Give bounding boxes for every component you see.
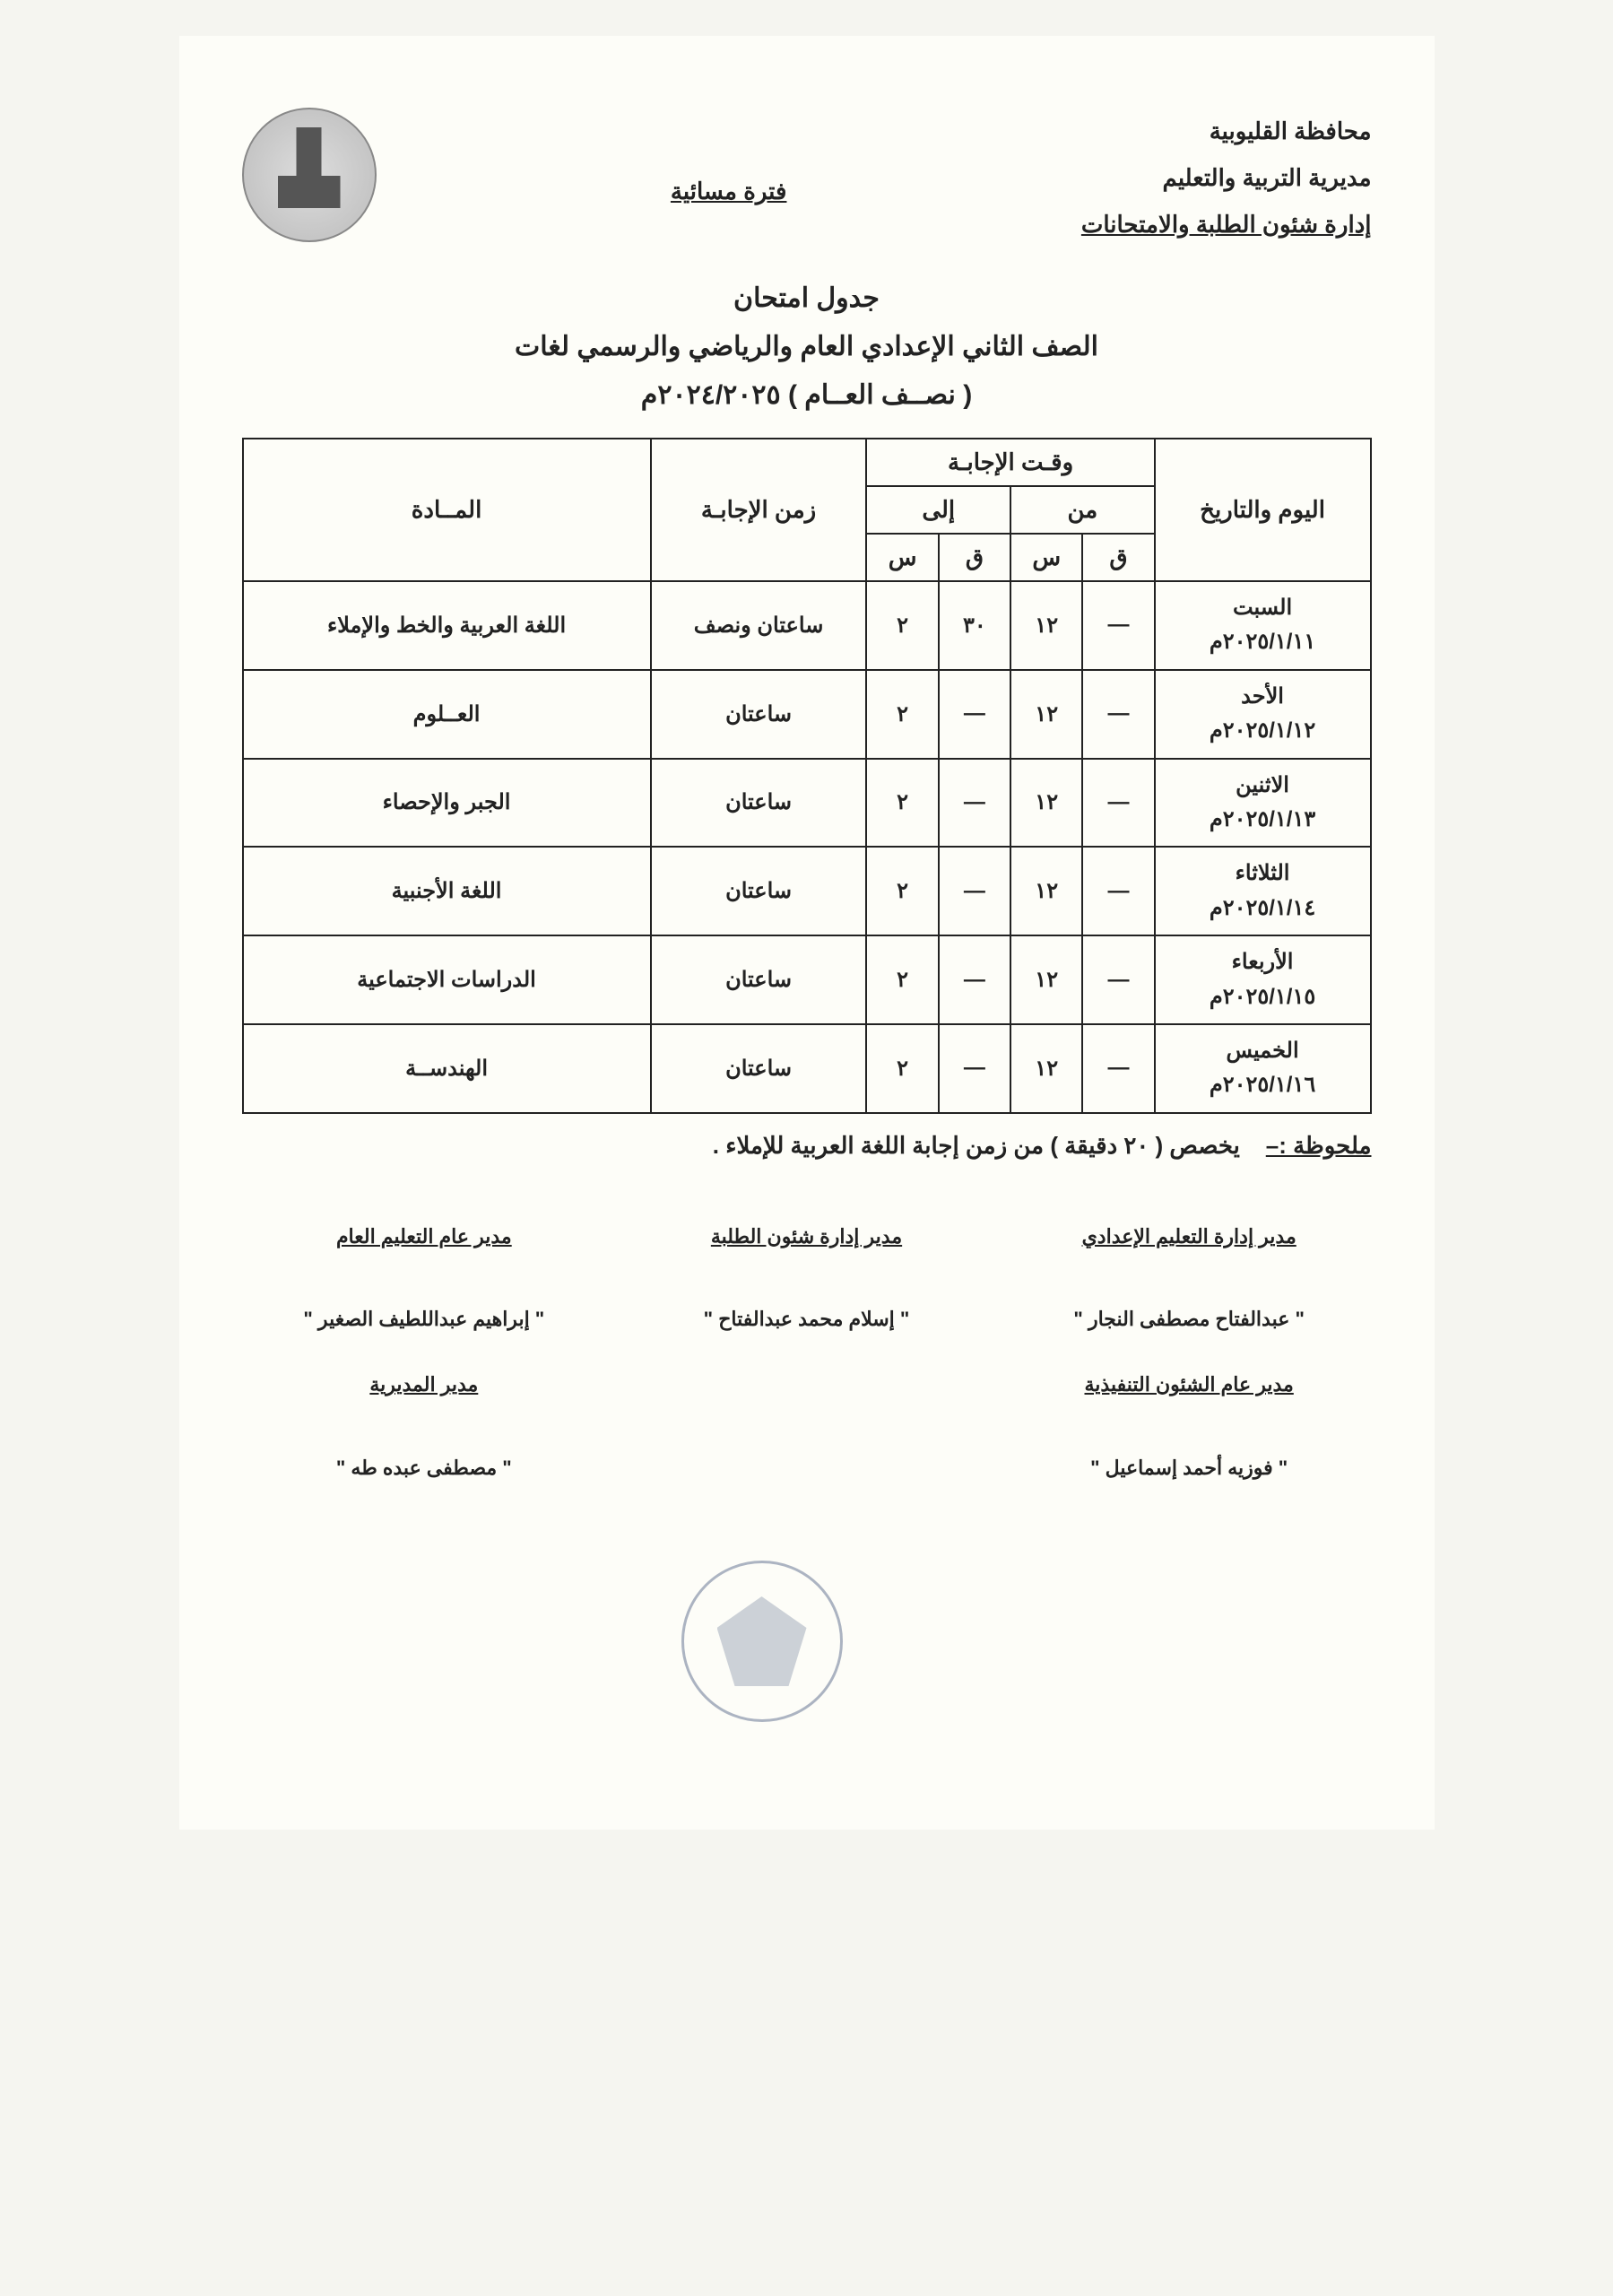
exam-table-body: السبت٢٠٢٥/١/١١م—١٢٣٠٢ساعتان ونصفاللغة ال…	[243, 581, 1371, 1113]
sig-name: " إبراهيم عبداللطيف الصغير "	[241, 1296, 606, 1344]
table-row: الاثنين٢٠٢٥/١/١٣م—١٢—٢ساعتانالجبر والإحص…	[243, 759, 1371, 848]
cell-duration: ساعتان	[651, 847, 867, 935]
title-line-3: ( نصــف العــام ) ٢٠٢٤/٢٠٢٥م	[242, 371, 1372, 420]
table-row: السبت٢٠٢٥/١/١١م—١٢٣٠٢ساعتان ونصفاللغة ال…	[243, 581, 1371, 670]
cell-from-s: ١٢	[1010, 581, 1082, 670]
th-from: من	[1010, 486, 1155, 534]
org-logo	[242, 108, 377, 242]
cell-to-s: ٢	[866, 759, 938, 848]
cell-subject: الجبر والإحصاء	[243, 759, 651, 848]
sig-name: " فوزيه أحمد إسماعيل "	[1007, 1445, 1372, 1492]
sig-name: " إسلام محمد عبدالفتاح "	[624, 1296, 989, 1344]
cell-from-q: —	[1082, 1024, 1154, 1113]
th-from-q: ق	[1082, 534, 1154, 581]
cell-to-s: ٢	[866, 581, 938, 670]
official-stamp	[681, 1561, 843, 1722]
cell-to-q: ٣٠	[939, 581, 1010, 670]
cell-to-s: ٢	[866, 1024, 938, 1113]
note-label: ملحوظة :–	[1266, 1132, 1372, 1159]
cell-date: الأحد٢٠٢٥/١/١٢م	[1155, 670, 1371, 759]
cell-duration: ساعتان	[651, 1024, 867, 1113]
cell-from-s: ١٢	[1010, 847, 1082, 935]
title-line-1: جدول امتحان	[242, 274, 1372, 323]
cell-duration: ساعتان	[651, 759, 867, 848]
governorate: محافظة القليوبية	[1081, 108, 1372, 154]
cell-duration: ساعتان ونصف	[651, 581, 867, 670]
th-duration: زمن الإجابـة	[651, 439, 867, 581]
note-row: ملحوظة :– يخصص ( ٢٠ دقيقة ) من زمن إجابة…	[242, 1132, 1372, 1160]
cell-subject: العــلوم	[243, 670, 651, 759]
cell-to-q: —	[939, 1024, 1010, 1113]
table-row: الأحد٢٠٢٥/١/١٢م—١٢—٢ساعتانالعــلوم	[243, 670, 1371, 759]
cell-to-q: —	[939, 847, 1010, 935]
cell-from-q: —	[1082, 581, 1154, 670]
th-subject: المــادة	[243, 439, 651, 581]
cell-from-q: —	[1082, 670, 1154, 759]
org-header: محافظة القليوبية مديرية التربية والتعليم…	[1081, 108, 1372, 248]
cell-from-s: ١٢	[1010, 935, 1082, 1024]
th-to-s: س	[866, 534, 938, 581]
cell-to-s: ٢	[866, 935, 938, 1024]
exam-schedule-table: اليوم والتاريخ وقـت الإجابـة زمن الإجابـ…	[242, 438, 1372, 1114]
department: إدارة شئون الطلبة والامتحانات	[1081, 201, 1372, 248]
cell-from-q: —	[1082, 935, 1154, 1024]
cell-to-q: —	[939, 759, 1010, 848]
cell-subject: الهندســة	[243, 1024, 651, 1113]
cell-date: الخميس٢٠٢٥/١/١٦م	[1155, 1024, 1371, 1113]
document-page: محافظة القليوبية مديرية التربية والتعليم…	[179, 36, 1435, 1830]
cell-date: الثلاثاء٢٠٢٥/١/١٤م	[1155, 847, 1371, 935]
sig-role: مدير إدارة التعليم الإعدادي	[1007, 1213, 1372, 1261]
th-to-q: ق	[939, 534, 1010, 581]
cell-subject: الدراسات الاجتماعية	[243, 935, 651, 1024]
header-row: محافظة القليوبية مديرية التربية والتعليم…	[242, 108, 1372, 248]
note-text: يخصص ( ٢٠ دقيقة ) من زمن إجابة اللغة الع…	[713, 1132, 1240, 1159]
cell-from-s: ١٢	[1010, 670, 1082, 759]
signatures-center: مدير إدارة شئون الطلبة " إسلام محمد عبدا…	[624, 1213, 989, 1492]
sig-name: " عبدالفتاح مصطفى النجار "	[1007, 1296, 1372, 1344]
title-block: جدول امتحان الصف الثاني الإعدادي العام و…	[242, 274, 1372, 420]
signatures-left: مدير عام التعليم العام " إبراهيم عبداللط…	[241, 1213, 606, 1492]
cell-date: الاثنين٢٠٢٥/١/١٣م	[1155, 759, 1371, 848]
sig-role: مدير إدارة شئون الطلبة	[624, 1213, 989, 1261]
table-row: الأربعاء٢٠٢٥/١/١٥م—١٢—٢ساعتانالدراسات ال…	[243, 935, 1371, 1024]
cell-date: السبت٢٠٢٥/١/١١م	[1155, 581, 1371, 670]
sig-role: مدير عام التعليم العام	[241, 1213, 606, 1261]
cell-from-s: ١٢	[1010, 1024, 1082, 1113]
th-from-s: س	[1010, 534, 1082, 581]
th-answer-time: وقـت الإجابـة	[866, 439, 1154, 486]
th-date: اليوم والتاريخ	[1155, 439, 1371, 581]
th-to: إلى	[866, 486, 1010, 534]
cell-date: الأربعاء٢٠٢٥/١/١٥م	[1155, 935, 1371, 1024]
directorate: مديرية التربية والتعليم	[1081, 154, 1372, 201]
cell-from-q: —	[1082, 847, 1154, 935]
cell-to-q: —	[939, 670, 1010, 759]
signatures-right: مدير إدارة التعليم الإعدادي " عبدالفتاح …	[1007, 1213, 1372, 1492]
cell-duration: ساعتان	[651, 935, 867, 1024]
signatures-block: مدير إدارة التعليم الإعدادي " عبدالفتاح …	[242, 1213, 1372, 1492]
cell-to-s: ٢	[866, 847, 938, 935]
cell-to-s: ٢	[866, 670, 938, 759]
table-row: الخميس٢٠٢٥/١/١٦م—١٢—٢ساعتانالهندســة	[243, 1024, 1371, 1113]
sig-role: مدير عام الشئون التنفيذية	[1007, 1361, 1372, 1409]
cell-to-q: —	[939, 935, 1010, 1024]
sig-role: مدير المديرية	[241, 1361, 606, 1409]
cell-from-q: —	[1082, 759, 1154, 848]
cell-from-s: ١٢	[1010, 759, 1082, 848]
table-row: الثلاثاء٢٠٢٥/١/١٤م—١٢—٢ساعتاناللغة الأجن…	[243, 847, 1371, 935]
period-label: فترة مسائية	[671, 178, 787, 205]
cell-subject: اللغة الأجنبية	[243, 847, 651, 935]
sig-name: " مصطفى عبده طه "	[241, 1445, 606, 1492]
title-line-2: الصف الثاني الإعدادي العام والرياضي والر…	[242, 323, 1372, 371]
cell-duration: ساعتان	[651, 670, 867, 759]
cell-subject: اللغة العربية والخط والإملاء	[243, 581, 651, 670]
